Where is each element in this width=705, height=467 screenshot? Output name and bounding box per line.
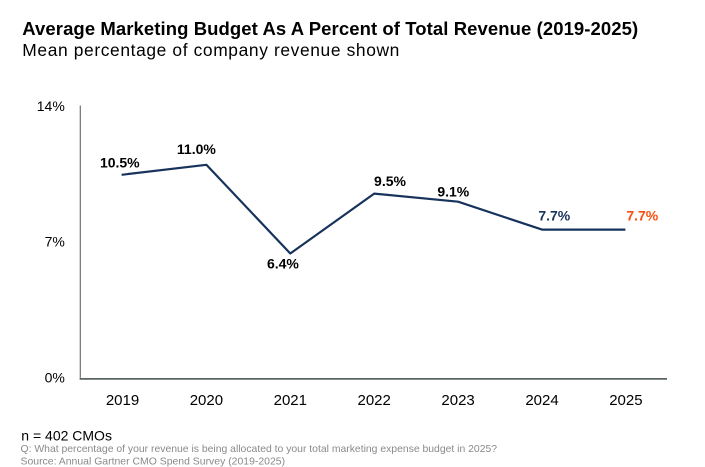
svg-text:2021: 2021 (274, 392, 307, 409)
svg-text:2020: 2020 (190, 392, 223, 409)
svg-text:0%: 0% (45, 370, 65, 386)
svg-text:2025: 2025 (609, 392, 642, 409)
svg-text:Mean percentage of company rev: Mean percentage of company revenue shown (22, 40, 400, 60)
svg-text:Source: Annual Gartner CMO Spe: Source: Annual Gartner CMO Spend Survey … (21, 456, 286, 467)
svg-text:6.4%: 6.4% (267, 256, 299, 272)
svg-text:Average Marketing Budget As A: Average Marketing Budget As A Percent of… (22, 18, 638, 39)
svg-text:7%: 7% (45, 233, 65, 249)
svg-text:10.5%: 10.5% (100, 155, 140, 171)
svg-text:14%: 14% (37, 98, 65, 114)
svg-text:2023: 2023 (441, 392, 474, 409)
svg-text:9.5%: 9.5% (374, 173, 406, 189)
svg-text:11.0%: 11.0% (177, 141, 216, 157)
svg-text:7.7%: 7.7% (626, 208, 658, 224)
svg-text:7.7%: 7.7% (538, 207, 570, 223)
svg-text:2019: 2019 (106, 392, 139, 409)
svg-text:2022: 2022 (358, 392, 391, 409)
svg-text:n = 402 CMOs: n = 402 CMOs (21, 427, 112, 443)
svg-text:2024: 2024 (525, 392, 558, 409)
svg-text:9.1%: 9.1% (437, 184, 469, 200)
svg-text:Q: What percentage of your rev: Q: What percentage of your revenue is be… (21, 444, 498, 455)
